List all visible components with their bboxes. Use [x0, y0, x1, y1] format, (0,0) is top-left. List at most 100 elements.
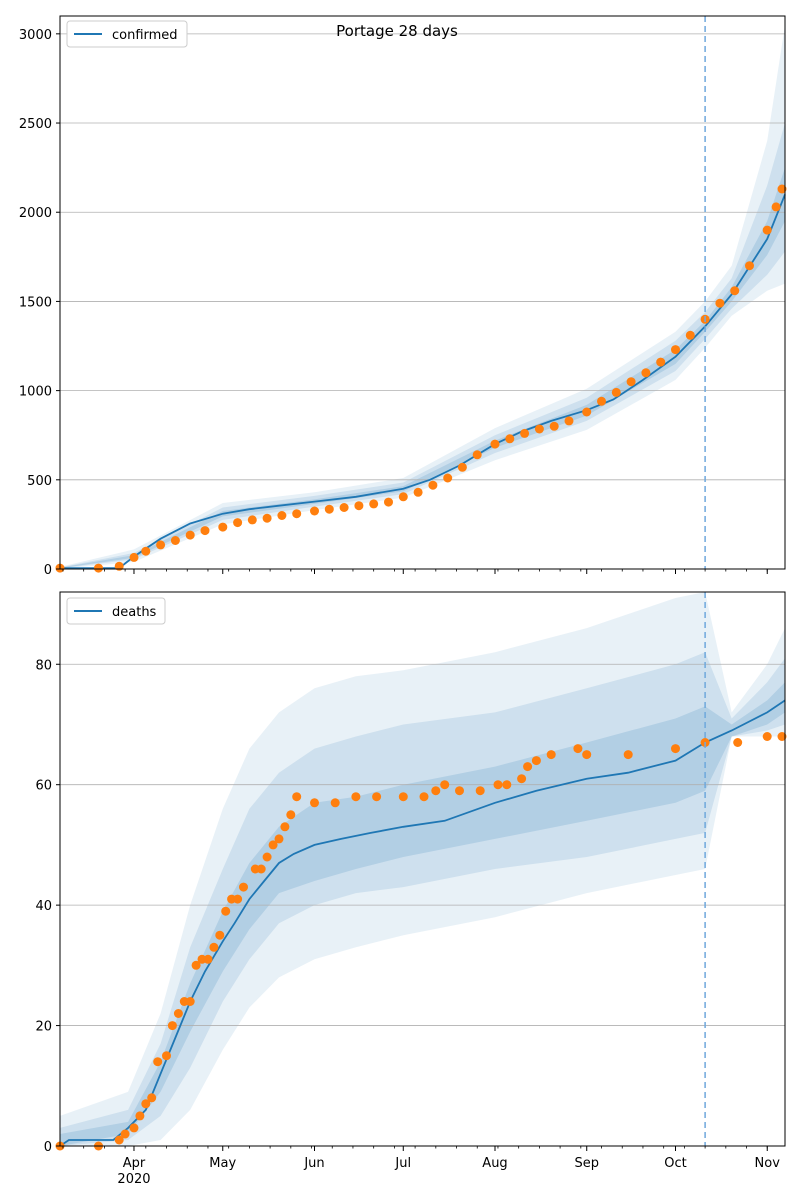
confirmed-observed-point — [443, 473, 453, 483]
y-tick-label: 500 — [27, 474, 52, 489]
deaths-observed-point — [209, 942, 219, 952]
x-tick-label: Apr — [123, 1156, 146, 1171]
deaths-observed-point — [531, 756, 541, 766]
confirmed-legend: confirmed — [66, 20, 188, 48]
x-tick-label: Jul — [394, 1156, 411, 1171]
confirmed-observed-point — [745, 261, 754, 271]
confirmed-observed-point — [156, 540, 166, 550]
y-tick-label: 40 — [35, 899, 52, 914]
deaths-observed-point — [582, 750, 592, 760]
confirmed-observed-point — [277, 511, 287, 520]
confirmed-observed-point — [762, 225, 772, 235]
x-year-label: 2020 — [117, 1172, 150, 1187]
deaths-observed-point — [733, 738, 743, 747]
confirmed-observed-point — [715, 298, 725, 308]
legend-label-confirmed: confirmed — [112, 28, 178, 43]
deaths-observed-point — [431, 786, 441, 796]
deaths-observed-point — [147, 1093, 157, 1103]
confirmed-observed-point — [505, 434, 515, 444]
confirmed-observed-point — [641, 368, 651, 378]
deaths-observed-points — [55, 732, 787, 1151]
figure-title: Portage 28 days — [336, 22, 458, 40]
confirmed-observed-point — [292, 509, 302, 519]
deaths-observed-point — [221, 906, 231, 916]
confirmed-observed-point — [685, 330, 695, 340]
confirmed-observed-point — [730, 286, 740, 296]
confirmed-model-line — [60, 194, 786, 569]
confirmed-observed-point — [129, 552, 139, 562]
deaths-observed-point — [129, 1123, 139, 1133]
confirmed-observed-point — [384, 497, 393, 507]
confirmed-observed-point — [339, 503, 349, 512]
y-tick-label: 60 — [35, 779, 52, 794]
deaths-observed-point — [167, 1021, 177, 1031]
confirmed-observed-point — [218, 522, 228, 532]
confirmed-plot-frame — [59, 15, 786, 570]
deaths-observed-point — [135, 1111, 145, 1121]
confirmed-observed-point — [611, 387, 621, 397]
deaths-observed-point — [455, 786, 464, 796]
confirmed-observed-point — [564, 416, 574, 426]
confirmed-observed-point — [428, 480, 438, 490]
deaths-observed-point — [623, 750, 633, 760]
y-tick-label: 0 — [44, 563, 52, 578]
confirmed-observed-point — [413, 487, 423, 497]
deaths-observed-point — [173, 1009, 183, 1018]
deaths-observed-point — [517, 774, 527, 784]
deaths-observed-point — [141, 1099, 151, 1109]
deaths-observed-point — [120, 1129, 130, 1139]
deaths-observed-point — [239, 882, 248, 892]
deaths-observed-point — [292, 792, 302, 802]
deaths-observed-point — [114, 1135, 124, 1145]
deaths-observed-point — [493, 780, 503, 790]
confirmed-model-line-group — [60, 194, 786, 569]
deaths-observed-point — [280, 822, 290, 832]
confirmed-observed-point — [398, 492, 408, 502]
y-tick-label: 0 — [44, 1140, 52, 1155]
confirmed-observed-point — [233, 518, 243, 528]
deaths-plot-frame — [59, 591, 786, 1147]
legend-box — [66, 20, 188, 48]
deaths-observed-point — [153, 1057, 163, 1067]
deaths-observed-point — [330, 798, 340, 808]
deaths-observed-point — [671, 744, 680, 754]
deaths-observed-point — [233, 894, 243, 904]
y-tick-label: 20 — [35, 1020, 52, 1035]
y-tick-label: 1000 — [19, 385, 52, 400]
x-tick-label: Aug — [482, 1156, 507, 1171]
confirmed-observed-point — [324, 504, 334, 514]
confirmed-observed-point — [777, 184, 787, 194]
deaths-observed-point — [546, 750, 556, 760]
y-tick-label: 2500 — [19, 117, 52, 132]
confirmed-observed-point — [656, 357, 666, 367]
deaths-legend: deaths — [66, 597, 166, 625]
deaths-observed-point — [372, 792, 382, 802]
deaths-observed-point — [440, 780, 450, 790]
confirmed-observed-points — [55, 184, 787, 573]
x-tick-label: Sep — [574, 1156, 599, 1171]
deaths-observed-point — [262, 852, 272, 862]
y-tick-label: 2000 — [19, 206, 52, 221]
deaths-model-line — [59, 699, 786, 1147]
x-tick-label: May — [209, 1156, 236, 1171]
x-tick-label: Nov — [755, 1156, 781, 1171]
deaths-observed-point — [162, 1051, 171, 1061]
confirmed-observed-point — [472, 450, 482, 460]
deaths-observed-point — [762, 732, 772, 741]
confirmed-observed-point — [310, 506, 319, 516]
confirmed-observed-point — [141, 546, 151, 556]
deaths-observed-point — [523, 762, 533, 772]
confirmed-observed-point — [771, 202, 781, 212]
confirmed-observed-point — [490, 439, 500, 449]
y-tick-label: 3000 — [19, 28, 52, 43]
confirmed-observed-point — [520, 428, 530, 438]
deaths-band-inner — [60, 682, 785, 1146]
deaths-observed-point — [502, 780, 512, 790]
confirmed-panel: 0 500 1000 1500 2000 2500 3000 confirmed Porta… — [19, 15, 787, 578]
deaths-observed-point — [573, 744, 583, 754]
deaths-model-line-group — [59, 699, 786, 1147]
deaths-observed-point — [203, 954, 213, 964]
confirmed-observed-point — [534, 424, 544, 434]
deaths-band-outer — [60, 592, 785, 1146]
